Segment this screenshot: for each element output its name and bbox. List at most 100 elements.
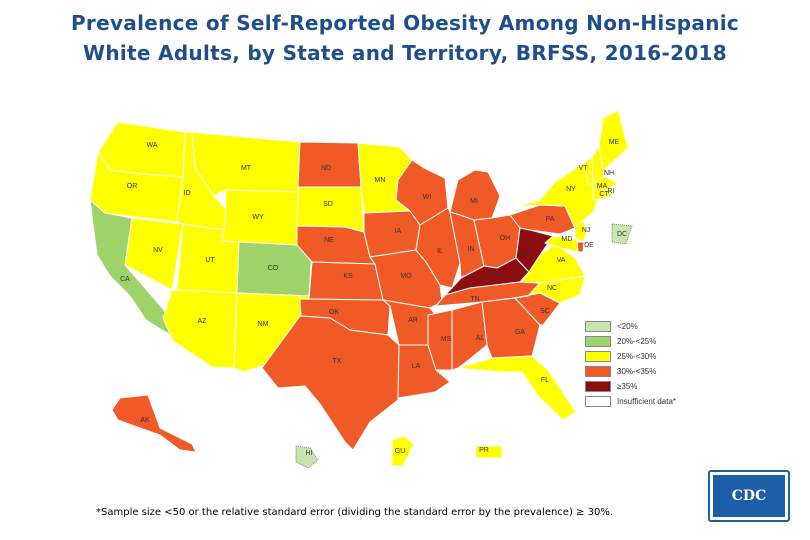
legend-label: Insufficient data* bbox=[617, 397, 677, 406]
state-mi bbox=[449, 169, 501, 221]
legend-item-25to30: 25%-<30% bbox=[585, 350, 695, 363]
state-pr bbox=[475, 445, 503, 459]
state-label-md: MD bbox=[562, 236, 573, 243]
state-label-hi: HI bbox=[306, 450, 313, 457]
state-label-ny: NY bbox=[566, 186, 576, 193]
state-label-ma: MA bbox=[597, 183, 608, 190]
legend-label: <20% bbox=[617, 322, 638, 331]
state-label-tx: TX bbox=[333, 358, 342, 365]
state-label-ca: CA bbox=[120, 276, 130, 283]
state-ny bbox=[514, 161, 599, 229]
state-label-nd: ND bbox=[321, 165, 331, 172]
state-nj bbox=[574, 219, 588, 243]
legend-swatch bbox=[585, 366, 611, 377]
state-label-in: IN bbox=[468, 246, 475, 253]
state-label-nj: NJ bbox=[582, 227, 591, 234]
legend-item-20to25: 20%-<25% bbox=[585, 335, 695, 348]
state-label-mo: MO bbox=[400, 273, 412, 280]
state-label-me: ME bbox=[609, 139, 620, 146]
state-label-al: AL bbox=[476, 335, 485, 342]
state-label-ak: AK bbox=[140, 417, 150, 424]
state-label-ks: KS bbox=[343, 273, 353, 280]
state-mt bbox=[191, 131, 301, 197]
state-label-nv: NV bbox=[153, 247, 163, 254]
legend-label: 25%-<30% bbox=[617, 352, 657, 361]
state-label-va: VA bbox=[557, 257, 566, 264]
legend-swatch bbox=[585, 381, 611, 392]
footnote: *Sample size <50 or the relative standar… bbox=[96, 507, 614, 518]
legend-item-lt20: <20% bbox=[585, 320, 695, 333]
state-label-pa: PA bbox=[546, 216, 555, 223]
state-fl bbox=[457, 355, 577, 421]
state-hi bbox=[295, 445, 319, 469]
state-label-mi: MI bbox=[470, 198, 478, 205]
state-nc bbox=[514, 275, 586, 304]
legend-swatch bbox=[585, 396, 611, 407]
state-label-nc: NC bbox=[547, 285, 557, 292]
legend-item-insufficient: Insufficient data* bbox=[585, 395, 695, 408]
state-label-nh: NH bbox=[604, 170, 614, 177]
legend-swatch bbox=[585, 336, 611, 347]
state-gu bbox=[391, 435, 415, 467]
state-ks bbox=[308, 261, 384, 301]
state-ma bbox=[592, 175, 619, 191]
map-title: Prevalence of Self-Reported Obesity Amon… bbox=[0, 8, 810, 68]
state-label-ky: KY bbox=[490, 271, 500, 278]
state-label-la: LA bbox=[412, 363, 421, 370]
state-label-mn: MN bbox=[375, 177, 386, 184]
legend-item-gte35: ≥35% bbox=[585, 380, 695, 393]
state-label-sd: SD bbox=[323, 201, 333, 208]
state-label-sc: SC bbox=[540, 308, 550, 315]
state-az bbox=[162, 289, 238, 369]
state-label-ct: CT bbox=[599, 191, 609, 198]
state-ia bbox=[363, 210, 421, 258]
state-wa bbox=[97, 121, 186, 178]
state-dc bbox=[611, 223, 633, 245]
state-label-mt: MT bbox=[241, 165, 252, 172]
state-label-dc: DC bbox=[617, 231, 627, 238]
state-ct bbox=[592, 189, 607, 201]
state-ak bbox=[111, 394, 197, 453]
state-label-fl: FL bbox=[541, 377, 549, 384]
cdc-logo-text: CDC bbox=[731, 488, 767, 504]
state-label-ar: AR bbox=[408, 317, 418, 324]
legend: <20% 20%-<25% 25%-<30% 30%-<35% ≥35% Insuffic… bbox=[585, 320, 695, 410]
cdc-logo: CDC bbox=[708, 470, 790, 522]
legend-swatch bbox=[585, 321, 611, 332]
state-ms bbox=[427, 309, 453, 371]
state-label-ne: NE bbox=[324, 237, 334, 244]
state-label-vt: VT bbox=[579, 165, 589, 172]
state-label-pr: PR bbox=[479, 447, 489, 454]
state-sd bbox=[296, 186, 365, 233]
state-label-co: CO bbox=[268, 265, 279, 272]
state-co bbox=[236, 241, 313, 297]
state-label-id: ID bbox=[184, 190, 191, 197]
state-label-az: AZ bbox=[198, 318, 208, 325]
state-md bbox=[544, 235, 579, 253]
state-label-ia: IA bbox=[395, 228, 402, 235]
state-label-ok: OK bbox=[329, 309, 339, 316]
state-label-oh: OH bbox=[500, 235, 511, 242]
legend-label: ≥35% bbox=[617, 382, 638, 391]
state-label-gu: GU bbox=[395, 448, 406, 455]
state-ne bbox=[296, 225, 376, 265]
state-label-ri: RI bbox=[608, 188, 615, 195]
state-label-de: DE bbox=[584, 242, 594, 249]
state-label-wy: WY bbox=[252, 214, 264, 221]
legend-swatch bbox=[585, 351, 611, 362]
state-label-ga: GA bbox=[515, 329, 525, 336]
title-line-2: White Adults, by State and Territory, BR… bbox=[83, 41, 727, 65]
title-line-1: Prevalence of Self-Reported Obesity Amon… bbox=[70, 11, 740, 35]
state-label-wi: WI bbox=[423, 194, 432, 201]
legend-item-30to35: 30%-<35% bbox=[585, 365, 695, 378]
legend-label: 30%-<35% bbox=[617, 367, 657, 376]
legend-label: 20%-<25% bbox=[617, 337, 657, 346]
state-label-or: OR bbox=[127, 183, 138, 190]
state-label-wv: WV bbox=[520, 251, 532, 258]
state-label-wa: WA bbox=[146, 142, 157, 149]
state-label-tn: TN bbox=[470, 296, 479, 303]
state-label-nm: NM bbox=[258, 321, 269, 328]
state-label-il: IL bbox=[437, 248, 443, 255]
state-label-ut: UT bbox=[205, 257, 215, 264]
